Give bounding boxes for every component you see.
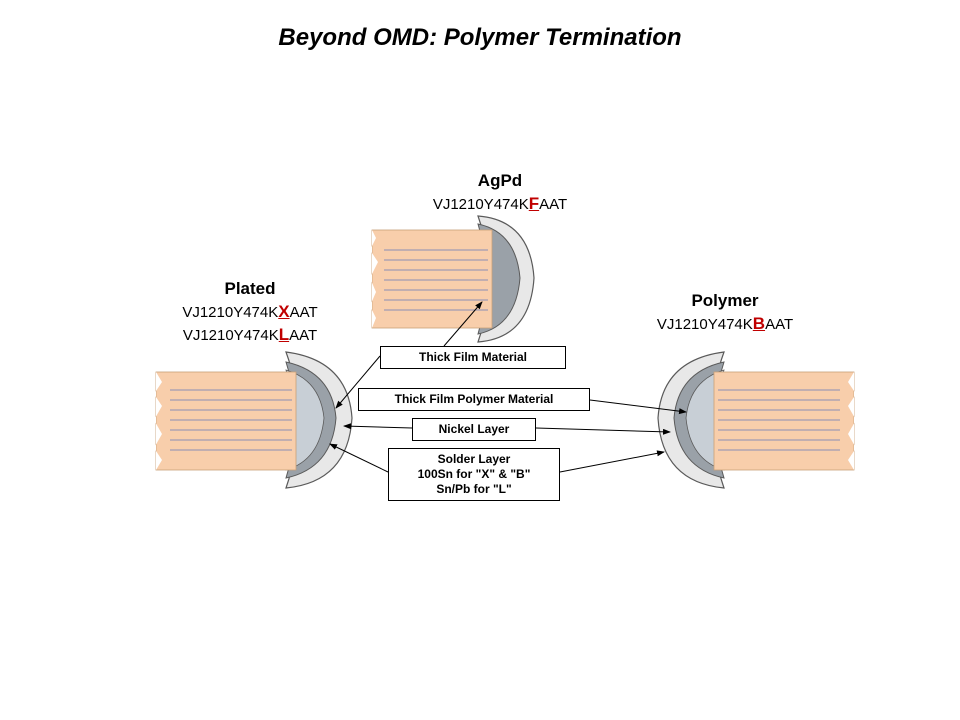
box-thickfilm-polymer: Thick Film Polymer Material	[358, 388, 590, 411]
label-polymer-heading: Polymer	[620, 290, 830, 313]
label-polymer-part: VJ1210Y474KBAAT	[620, 313, 830, 336]
label-plated-heading: Plated	[140, 278, 360, 301]
box-nickel: Nickel Layer	[412, 418, 536, 441]
cap-agpd	[370, 216, 534, 342]
label-polymer: Polymer VJ1210Y474KBAAT	[620, 290, 830, 336]
label-agpd-heading: AgPd	[400, 170, 600, 193]
label-agpd-part: VJ1210Y474KFAAT	[400, 193, 600, 216]
cap-plated	[154, 352, 352, 488]
box-thickfilm: Thick Film Material	[380, 346, 566, 369]
label-plated-part-1: VJ1210Y474KXAAT	[140, 301, 360, 324]
page-title: Beyond OMD: Polymer Termination	[0, 24, 960, 52]
label-agpd: AgPd VJ1210Y474KFAAT	[400, 170, 600, 216]
box-solder: Solder Layer 100Sn for "X" & "B" Sn/Pb f…	[388, 448, 560, 501]
cap-polymer	[658, 352, 856, 488]
label-plated-part-2: VJ1210Y474KLAAT	[140, 324, 360, 347]
label-plated: Plated VJ1210Y474KXAAT VJ1210Y474KLAAT	[140, 278, 360, 347]
